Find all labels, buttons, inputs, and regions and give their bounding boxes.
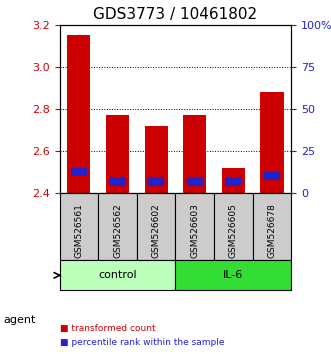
- Text: IL-6: IL-6: [223, 270, 244, 280]
- FancyBboxPatch shape: [175, 193, 214, 260]
- Bar: [106, 115, 129, 193]
- Bar: [183, 115, 206, 193]
- Bar: [109, 177, 125, 186]
- Bar: [225, 177, 241, 186]
- Text: GSM526561: GSM526561: [74, 203, 83, 258]
- FancyBboxPatch shape: [137, 193, 175, 260]
- Bar: [187, 177, 203, 186]
- Bar: [222, 168, 245, 193]
- Title: GDS3773 / 10461802: GDS3773 / 10461802: [93, 7, 258, 22]
- Text: GSM526603: GSM526603: [190, 203, 199, 258]
- Text: GSM526678: GSM526678: [267, 203, 276, 258]
- FancyBboxPatch shape: [214, 193, 253, 260]
- FancyBboxPatch shape: [60, 193, 98, 260]
- Text: GSM526602: GSM526602: [152, 203, 161, 258]
- Text: agent: agent: [3, 315, 36, 325]
- Bar: [148, 177, 164, 186]
- Text: ■ transformed count: ■ transformed count: [60, 324, 155, 333]
- FancyBboxPatch shape: [60, 260, 175, 290]
- Bar: [145, 126, 168, 193]
- Text: GSM526605: GSM526605: [229, 203, 238, 258]
- Text: control: control: [98, 270, 137, 280]
- Bar: [264, 172, 280, 181]
- FancyBboxPatch shape: [98, 193, 137, 260]
- FancyBboxPatch shape: [253, 193, 291, 260]
- Bar: [260, 92, 284, 193]
- Bar: [71, 168, 87, 176]
- Text: GSM526562: GSM526562: [113, 203, 122, 258]
- Bar: [67, 35, 90, 193]
- Text: ■ percentile rank within the sample: ■ percentile rank within the sample: [60, 338, 224, 347]
- FancyBboxPatch shape: [175, 260, 291, 290]
